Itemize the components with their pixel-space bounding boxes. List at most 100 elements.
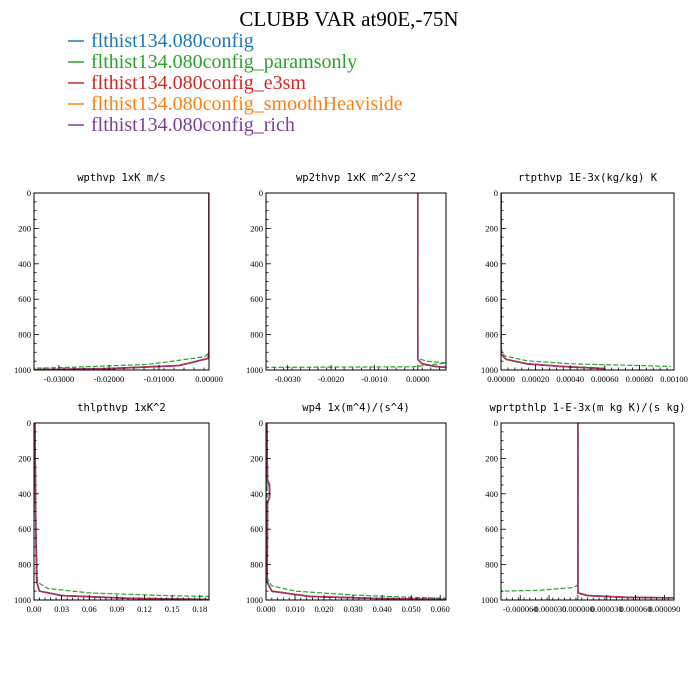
series-line — [34, 423, 209, 600]
figure-title: CLUBB VAR at90E,-75N — [239, 7, 458, 31]
x-tick-label: 0.00000 — [487, 374, 515, 384]
y-tick-label: 400 — [250, 259, 263, 269]
y-tick-label: 800 — [18, 560, 31, 570]
x-tick-label: 0.000030 — [591, 604, 623, 614]
plot-frame — [33, 192, 210, 371]
series-line — [266, 423, 446, 600]
x-tick-label: -0.0030 — [275, 374, 301, 384]
panel-title: rtpthvp 1E-3x(kg/kg) K — [518, 172, 658, 184]
y-tick-label: 1000 — [14, 595, 31, 605]
series-line — [34, 193, 209, 370]
y-tick-label: 0 — [27, 188, 31, 198]
series-line — [266, 193, 446, 368]
x-tick-label: 0.09 — [109, 604, 124, 614]
series-group — [34, 193, 209, 370]
y-tick-label: 800 — [485, 560, 498, 570]
series-line — [266, 423, 446, 599]
panel: wpthvp 1xK m/s 0 200 400 600 800 1000 -0.03000 -… — [14, 172, 223, 384]
y-tick-label: 0 — [27, 418, 31, 428]
legend-label: flthist134.080config — [91, 30, 254, 52]
series-group — [266, 423, 446, 600]
y-tick-label: 200 — [18, 453, 31, 463]
y-tick-label: 1000 — [246, 365, 263, 375]
plot-frame — [33, 422, 210, 601]
y-tick-label: 400 — [485, 259, 498, 269]
series-line — [34, 423, 209, 600]
series-line — [34, 193, 209, 370]
y-tick-label: 1000 — [14, 365, 31, 375]
legend-item: flthist134.080config_paramsonly — [68, 51, 357, 73]
series-line — [501, 193, 671, 368]
series-line — [34, 193, 209, 369]
y-tick-label: 400 — [18, 489, 31, 499]
y-tick-label: 600 — [250, 524, 263, 534]
panel-title: wp2thvp 1xK m^2/s^2 — [296, 172, 416, 184]
y-tick-label: 1000 — [246, 595, 263, 605]
x-tick-label: 0.00080 — [626, 374, 654, 384]
x-tick-label: 0.000060 — [620, 604, 652, 614]
y-tick-label: 200 — [485, 453, 498, 463]
panels: wpthvp 1xK m/s 0 200 400 600 800 1000 -0.03000 -… — [14, 172, 688, 614]
series-line — [266, 423, 446, 600]
x-tick-label: -0.0010 — [361, 374, 387, 384]
x-tick-label: -0.03000 — [44, 374, 74, 384]
y-tick-label: 200 — [18, 223, 31, 233]
y-tick-label: 600 — [485, 524, 498, 534]
panel: rtpthvp 1E-3x(kg/kg) K020040060080010000… — [481, 172, 688, 384]
legend-label: flthist134.080config_e3sm — [91, 72, 306, 94]
series-line — [501, 423, 579, 592]
y-tick-label: 600 — [250, 294, 263, 304]
y-tick-label: 1000 — [481, 595, 498, 605]
plot-frame — [265, 192, 447, 371]
x-tick-label: 0.00020 — [522, 374, 550, 384]
y-tick-label: 800 — [18, 330, 31, 340]
series-line — [417, 193, 446, 368]
series-line — [34, 193, 209, 370]
x-tick-label: 0.050 — [402, 604, 421, 614]
series-line — [417, 193, 446, 369]
x-tick-label: 0.020 — [315, 604, 334, 614]
y-tick-label: 600 — [18, 294, 31, 304]
panel-title: thlpthvp 1xK^2 — [77, 402, 166, 414]
y-tick-label: 1000 — [481, 365, 498, 375]
legend: flthist134.080configflthist134.080config… — [68, 30, 403, 136]
series-group — [501, 423, 674, 599]
series-line — [34, 193, 209, 370]
y-tick-label: 800 — [250, 560, 263, 570]
y-tick-label: 800 — [485, 330, 498, 340]
panel: wp2thvp 1xK m^2/s^2 0 200 400 600 800 1000 -0.0… — [246, 172, 447, 384]
y-tick-label: 600 — [485, 294, 498, 304]
series-line — [501, 193, 605, 370]
legend-item: flthist134.080config_smoothHeaviside — [68, 93, 403, 115]
series-line — [34, 423, 209, 600]
x-tick-label: 0.010 — [285, 604, 304, 614]
y-tick-label: 600 — [18, 524, 31, 534]
x-tick-label: 0.060 — [431, 604, 450, 614]
series-line — [577, 423, 674, 599]
plot-frame — [265, 422, 447, 601]
legend-item: flthist134.080config_e3sm — [68, 72, 306, 94]
series-group — [266, 193, 446, 369]
y-tick-label: 0 — [494, 418, 498, 428]
x-tick-label: 0.18 — [192, 604, 207, 614]
x-tick-label: 0.000090 — [648, 604, 680, 614]
x-tick-label: 0.040 — [373, 604, 392, 614]
series-line — [577, 423, 674, 599]
series-line — [266, 423, 446, 600]
series-line — [577, 423, 674, 599]
x-tick-label: 0.00060 — [591, 374, 619, 384]
y-tick-label: 200 — [250, 223, 263, 233]
panel-title: wprtpthlp 1-E-3x(m kg K)/(s kg) — [490, 402, 686, 414]
x-tick-label: 0.000 — [256, 604, 275, 614]
x-tick-label: 0.03 — [54, 604, 69, 614]
x-tick-label: -0.000030 — [532, 604, 567, 614]
y-tick-label: 400 — [250, 489, 263, 499]
series-group — [34, 423, 209, 600]
x-tick-label: 0.000000 — [562, 604, 594, 614]
y-tick-label: 0 — [259, 188, 263, 198]
y-tick-label: 200 — [250, 453, 263, 463]
series-line — [34, 423, 209, 600]
y-tick-label: 0 — [259, 418, 263, 428]
